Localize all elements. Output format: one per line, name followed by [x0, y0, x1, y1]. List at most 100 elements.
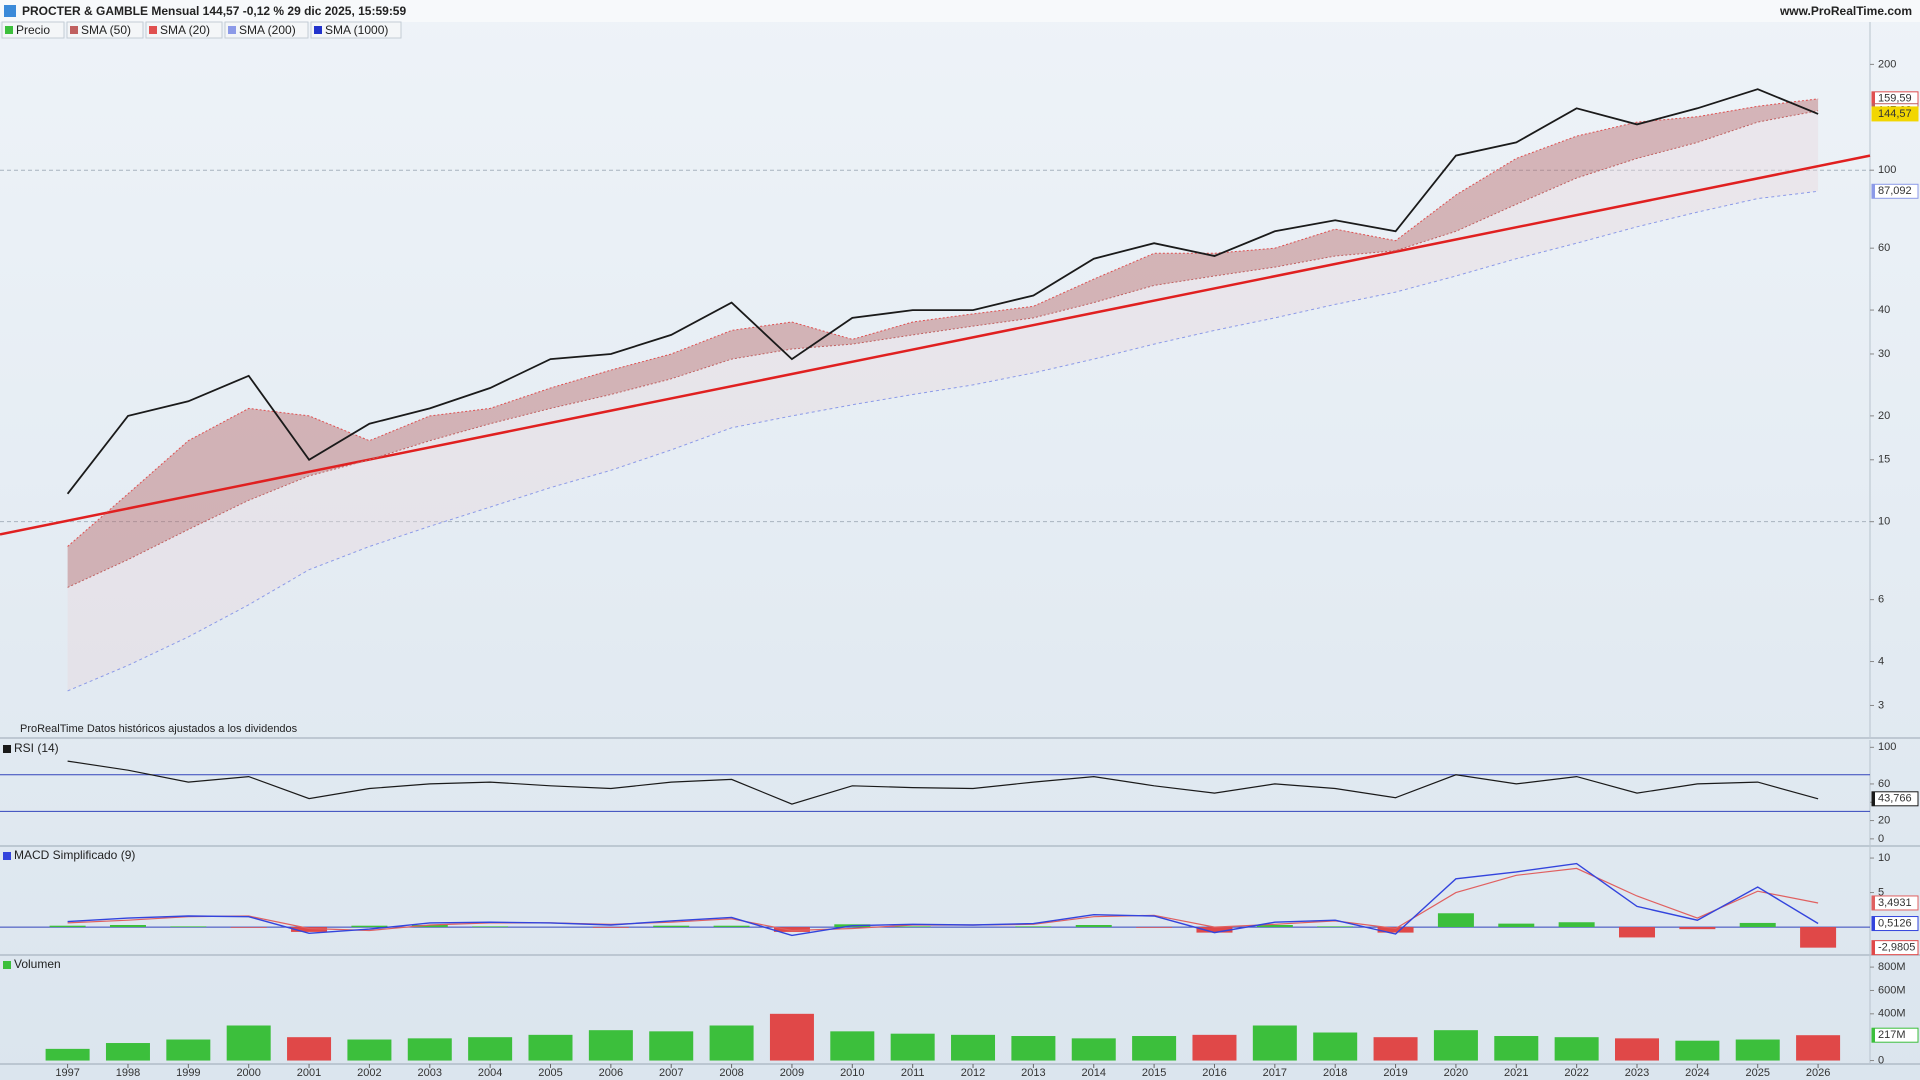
volume-bar — [45, 1048, 90, 1061]
current-value-label: 3,4931 — [1871, 895, 1919, 911]
volume-bar — [226, 1025, 271, 1061]
trendline — [0, 154, 1871, 536]
legend-item: SMA (1000) — [310, 21, 402, 39]
histogram-bar — [1498, 923, 1535, 928]
x-tick-label: 2020 — [1444, 1067, 1468, 1079]
x-tick-label: 2004 — [478, 1067, 502, 1079]
x-tick-label: 2001 — [297, 1067, 321, 1079]
legend-swatch — [228, 26, 236, 34]
current-value-strip — [1872, 791, 1875, 806]
histogram-bar — [230, 927, 267, 928]
histogram-bar — [49, 925, 86, 928]
legend-box — [145, 21, 223, 39]
x-tick-label: 1999 — [176, 1067, 200, 1079]
current-value-label: 217M — [1871, 1027, 1919, 1043]
volume-bar — [1011, 1036, 1056, 1061]
histogram-bar — [773, 927, 810, 932]
x-tick-label: 2012 — [961, 1067, 985, 1079]
legend-label: SMA (20) — [160, 23, 210, 37]
legend-label: Precio — [16, 23, 50, 37]
current-value-strip — [1872, 940, 1875, 955]
volume-bar — [1373, 1037, 1418, 1061]
histogram-bar — [1437, 913, 1474, 928]
volume-bar — [1433, 1030, 1478, 1061]
x-tick-label: 2017 — [1263, 1067, 1287, 1079]
volume-bar — [649, 1031, 694, 1061]
y-tick-label: 0 — [1878, 833, 1884, 845]
x-tick-label: 2015 — [1142, 1067, 1166, 1079]
indicator-title: Volumen — [14, 957, 61, 971]
histogram-bar — [1679, 927, 1716, 930]
volume-bar — [468, 1037, 513, 1061]
volume-bar — [951, 1034, 996, 1061]
legend-swatch — [314, 26, 322, 34]
indicator-title: RSI (14) — [14, 741, 59, 755]
current-value-strip — [1872, 106, 1875, 121]
volume-bar — [105, 1043, 150, 1061]
x-tick-label: 2011 — [901, 1067, 925, 1079]
x-tick-label: 2013 — [1021, 1067, 1045, 1079]
x-tick-label: 2021 — [1504, 1067, 1528, 1079]
current-value-text: 0,5126 — [1878, 917, 1912, 929]
y-tick-label: 200 — [1878, 58, 1896, 70]
legend-label: SMA (50) — [81, 23, 131, 37]
volume-bar — [1252, 1025, 1297, 1061]
y-tick-label: 20 — [1878, 410, 1890, 422]
macd-line — [67, 862, 1819, 937]
histogram-bar — [170, 926, 207, 928]
histogram-bar — [472, 926, 509, 928]
legend-box — [1, 21, 65, 39]
indicator-title: MACD Simplificado (9) — [14, 848, 135, 862]
histogram-bar — [713, 925, 750, 928]
histogram-bar — [1800, 927, 1837, 948]
volume-bar — [528, 1034, 573, 1061]
current-value-label: 0,5126 — [1871, 916, 1919, 932]
sma-line — [67, 98, 1819, 547]
volume-bar — [1554, 1037, 1599, 1061]
legend-swatch — [149, 26, 157, 34]
x-tick-label: 2019 — [1383, 1067, 1407, 1079]
volume-bar — [407, 1038, 452, 1061]
y-tick-label: 20 — [1878, 814, 1890, 826]
volume-bar — [1796, 1035, 1841, 1061]
y-tick-label: 100 — [1878, 741, 1896, 753]
x-tick-label: 2006 — [599, 1067, 623, 1079]
price-line — [66, 88, 1819, 495]
volume-bar — [347, 1039, 392, 1061]
current-value-label: 43,766 — [1871, 791, 1919, 807]
y-tick-label: 600M — [1878, 984, 1906, 996]
x-tick-label: 2014 — [1082, 1067, 1106, 1079]
histogram-bar — [1136, 927, 1173, 928]
histogram-bar — [351, 925, 388, 928]
histogram-bar — [1196, 927, 1233, 933]
y-tick-label: 0 — [1878, 1054, 1884, 1066]
current-value-text: 3,4931 — [1878, 897, 1912, 909]
x-tick-label: 2024 — [1685, 1067, 1709, 1079]
current-value-strip — [1872, 916, 1875, 931]
volume-bar — [287, 1037, 332, 1061]
y-tick-label: 30 — [1878, 348, 1890, 360]
current-value-text: 159,59 — [1878, 93, 1912, 105]
current-value-text: 43,766 — [1878, 793, 1912, 805]
legend-swatch — [70, 26, 78, 34]
y-tick-label: 5 — [1878, 886, 1884, 898]
y-tick-label: 800M — [1878, 961, 1906, 973]
volume-bar — [166, 1039, 211, 1061]
current-value-text: 144,57 — [1878, 108, 1912, 120]
current-value-label: 87,092 — [1871, 183, 1919, 199]
histogram-bar — [1256, 925, 1293, 928]
y-tick-label: 400M — [1878, 1008, 1906, 1020]
panels: Precio SMA (50) SMA (20) SMA (200) SMA (1000… — [0, 21, 1920, 1079]
histogram-bar — [653, 925, 690, 928]
indicator-swatch — [3, 961, 11, 969]
header-site[interactable]: www.ProRealTime.com — [1779, 4, 1912, 18]
x-tick-label: 2007 — [659, 1067, 683, 1079]
legend-item: SMA (50) — [66, 21, 144, 39]
histogram-bar — [291, 927, 328, 932]
legend-item: SMA (20) — [145, 21, 223, 39]
y-tick-label: 6 — [1878, 594, 1884, 606]
x-tick-label: 2003 — [418, 1067, 442, 1079]
histogram-bar — [1558, 922, 1595, 928]
x-tick-label: 1998 — [116, 1067, 140, 1079]
